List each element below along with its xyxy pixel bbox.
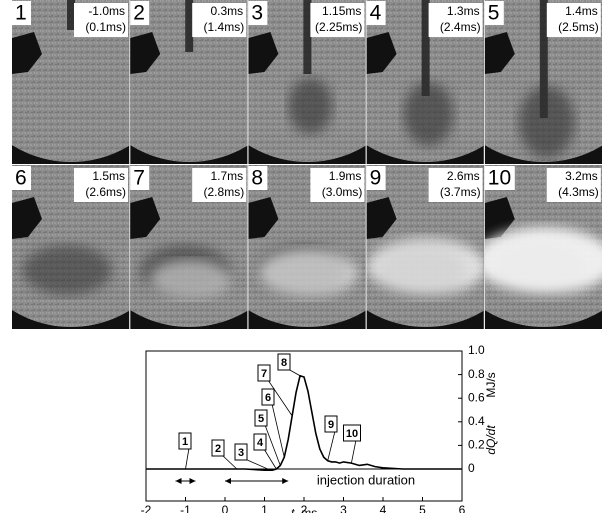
y-tick-label: 0.6 xyxy=(468,390,485,404)
marker-label: 7 xyxy=(261,368,267,380)
frame-number: 1 xyxy=(15,2,27,25)
frame-time-cycle: (2.8ms) xyxy=(204,185,245,199)
frame-time: 3.2ms xyxy=(565,169,598,183)
x-tick-label: 1 xyxy=(261,503,268,513)
x-tick-label: 5 xyxy=(419,503,426,513)
frame-time: 1.7ms xyxy=(211,169,244,183)
marker-leader xyxy=(186,448,190,469)
x-axis-label: t, ms xyxy=(291,506,317,513)
frame-time: 1.4ms xyxy=(565,4,598,18)
injector-spray xyxy=(303,0,311,74)
x-tick-label: 6 xyxy=(459,503,466,513)
frame-number: 9 xyxy=(370,167,382,190)
frame-time-cycle: (2.4ms) xyxy=(440,20,481,34)
x-tick-label: -2 xyxy=(141,503,152,513)
y-axis-unit: MJ/s xyxy=(484,372,498,397)
frame-number: 8 xyxy=(251,167,263,190)
injector-spray xyxy=(422,0,430,96)
y-tick-label: 1.0 xyxy=(468,343,485,357)
injector-spray xyxy=(185,0,193,52)
frame-number: 6 xyxy=(15,167,27,190)
injection-label: injection duration xyxy=(317,472,415,487)
frame-number: 5 xyxy=(488,2,500,25)
spray-plume xyxy=(288,78,332,134)
frame-number: 7 xyxy=(133,167,145,190)
y-tick-label: 0.4 xyxy=(468,414,485,428)
frame-time-cycle: (3.7ms) xyxy=(440,185,481,199)
marker-label: 1 xyxy=(182,436,188,448)
marker-label: 5 xyxy=(258,413,264,425)
marker-leader xyxy=(328,431,335,461)
marker-label: 6 xyxy=(265,392,271,404)
x-tick-label: 4 xyxy=(380,503,387,513)
flame xyxy=(258,249,358,297)
y-tick-label: 0.8 xyxy=(468,367,485,381)
marker-leader xyxy=(351,440,356,463)
frame-time: 0.3ms xyxy=(211,4,244,18)
frame-time-cycle: (4.3ms) xyxy=(558,185,599,199)
figure: 1 -1.0ms (0.1ms) 2 0.3ms (1.4ms) 3 1.15ms (2.25m… xyxy=(0,0,603,513)
frame-time: 1.9ms xyxy=(329,169,362,183)
y-tick-label: 0.2 xyxy=(468,438,485,452)
frame-time-cycle: (2.5ms) xyxy=(558,20,599,34)
flame xyxy=(367,238,487,296)
injector-spray xyxy=(67,0,75,30)
marker-label: 8 xyxy=(281,357,287,369)
y-axis-label: dQ/dt xyxy=(484,425,498,455)
frame-time-cycle: (2.6ms) xyxy=(85,185,126,199)
x-tick-label: 3 xyxy=(340,503,347,513)
page: {"frames": [ {"number": "1", "time": "-1… xyxy=(0,0,603,513)
spray-plume xyxy=(404,82,454,146)
frame-time-cycle: (0.1ms) xyxy=(85,20,126,34)
flame xyxy=(150,260,230,298)
frame-time-cycle: (1.4ms) xyxy=(204,20,245,34)
marker-leader xyxy=(264,449,276,469)
marker-label: 2 xyxy=(215,443,221,455)
heat-release-line xyxy=(146,376,462,470)
y-tick-label: 0 xyxy=(468,461,475,475)
frame-time: 1.5ms xyxy=(92,169,125,183)
combustion-dark xyxy=(22,245,112,295)
frame-time: 2.6ms xyxy=(447,169,480,183)
frame-time-cycle: (2.25ms) xyxy=(315,20,362,34)
marker-label: 4 xyxy=(257,437,264,449)
frame-number: 3 xyxy=(251,2,263,25)
marker-label: 3 xyxy=(238,447,244,459)
frame-time-cycle: (3.0ms) xyxy=(322,185,363,199)
frame-number: 2 xyxy=(133,2,145,25)
frame-time: 1.3ms xyxy=(447,4,480,18)
x-tick-label: -1 xyxy=(180,503,191,513)
x-tick-label: 0 xyxy=(222,503,229,513)
frame-time: 1.15ms xyxy=(322,4,361,18)
frame-number: 10 xyxy=(488,167,511,190)
marker-label: 10 xyxy=(346,428,358,440)
frame-number: 4 xyxy=(370,2,382,25)
frame-time: -1.0ms xyxy=(88,4,125,18)
spray-plume xyxy=(519,86,575,158)
marker-label: 9 xyxy=(328,419,334,431)
